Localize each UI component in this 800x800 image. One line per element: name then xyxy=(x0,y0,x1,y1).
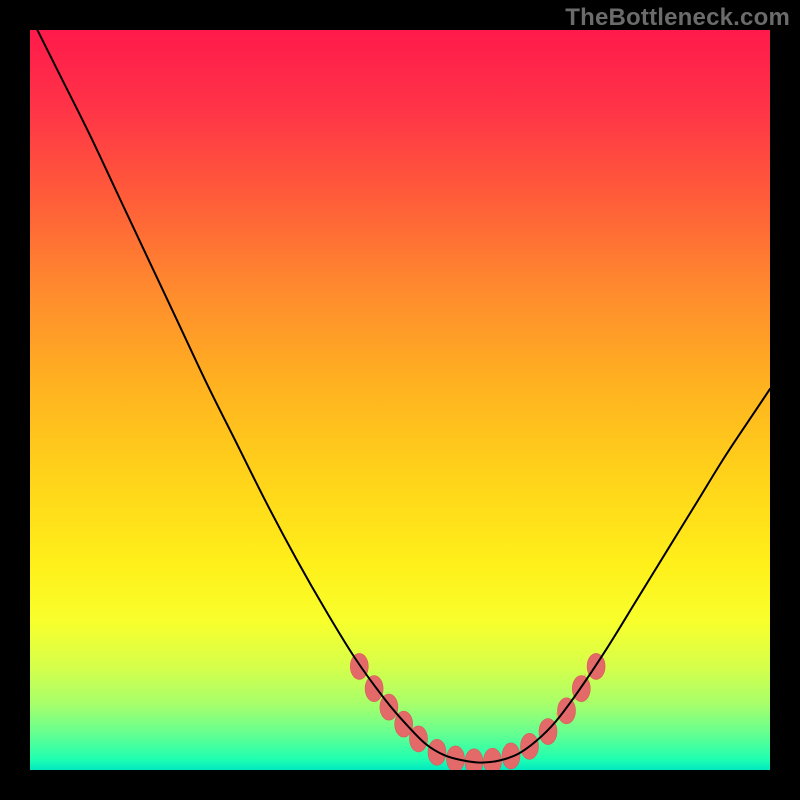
chart-stage: TheBottleneck.com xyxy=(0,0,800,800)
chart-svg xyxy=(30,30,770,770)
plot-area xyxy=(30,30,770,770)
watermark-text: TheBottleneck.com xyxy=(565,4,790,32)
gradient-background xyxy=(30,30,770,770)
